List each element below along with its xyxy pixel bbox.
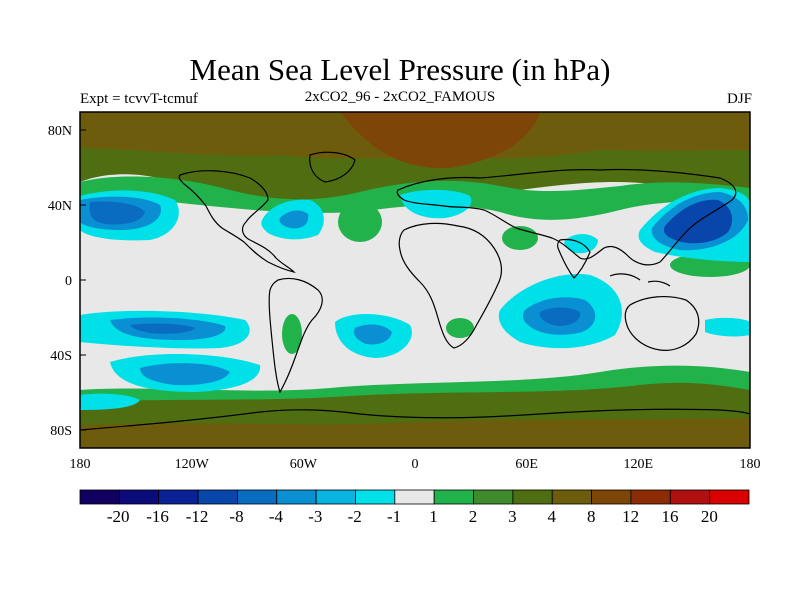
- colorbar-swatch: [512, 489, 553, 505]
- comparison-label: 2xCO2_96 - 2xCO2_FAMOUS: [304, 89, 496, 105]
- colorbar-labels: -20 -16 -12 -8 -4 -3 -2 -1 1 2 3 4 8 12 …: [107, 507, 718, 526]
- india-outline: [557, 238, 591, 279]
- colorbar-swatch: [669, 489, 711, 505]
- colorbar-swatch: [315, 489, 356, 505]
- south-america-outline: [268, 277, 323, 394]
- colorbar-swatch: [237, 489, 278, 505]
- lat-tick-label: 40N: [48, 199, 72, 214]
- antarctic-strong-positive: [80, 418, 750, 448]
- colorbar-label: -4: [269, 507, 284, 526]
- colorbar-label: -3: [308, 507, 322, 526]
- colorbar-swatch: [276, 489, 317, 505]
- colorbar-swatch: [394, 489, 435, 505]
- colorbar-swatch: [591, 489, 632, 505]
- spacific2-neg3: [140, 363, 230, 386]
- colorbar-swatch: [118, 489, 160, 505]
- colorbar-label: -8: [229, 507, 243, 526]
- colorbar-label: -16: [146, 507, 169, 526]
- colorbar-swatch: [79, 489, 120, 505]
- colorbar-swatch: [197, 489, 238, 505]
- colorbar-swatch: [433, 489, 474, 505]
- experiment-label: Expt = tcvvT-tcmuf: [80, 91, 198, 107]
- colorbar-label: 1: [429, 507, 438, 526]
- colorbar-swatch: [355, 489, 396, 505]
- lon-tick-label: 0: [412, 457, 419, 472]
- colorbar-label: 20: [701, 507, 718, 526]
- natlantic-neg3: [279, 210, 309, 229]
- colorbar-label: 8: [587, 507, 596, 526]
- lon-tick-label: 120E: [624, 457, 654, 472]
- antarctica-outline: [80, 408, 750, 431]
- lon-tick-label: 120W: [175, 457, 210, 472]
- longitude-axis: 180 120W 60W 0 60E 120E 180: [70, 457, 761, 472]
- lon-tick-label: 60W: [290, 457, 318, 472]
- lon-tick-label: 60E: [515, 457, 538, 472]
- africa-outline: [398, 222, 503, 349]
- lat-tick-label: 0: [65, 274, 72, 289]
- season-label: DJF: [726, 91, 752, 107]
- colorbar-swatch: [473, 489, 514, 505]
- lat-tick-label: 80S: [50, 424, 72, 439]
- colorbar-label: -12: [186, 507, 209, 526]
- greenland-outline: [309, 151, 356, 183]
- colorbar-swatch: [630, 489, 671, 505]
- lon-tick-label: 180: [740, 457, 761, 472]
- colorbar-label: 3: [508, 507, 517, 526]
- africa-green-patch: [446, 318, 474, 338]
- colorbar-swatch: [551, 489, 592, 505]
- npacific-west-neg4: [89, 201, 145, 225]
- colorbar-swatch: [709, 489, 750, 505]
- colorbar: [79, 489, 750, 505]
- arctic-max-positive: [340, 112, 540, 169]
- samerica-green-patch: [282, 314, 302, 354]
- europe-asia-outline: [396, 168, 737, 266]
- indian-east-neg1: [705, 317, 750, 337]
- atlantic-green-patch: [338, 202, 382, 242]
- north-america-outline: [178, 170, 296, 274]
- satlantic-neg3: [354, 324, 392, 345]
- colorbar-label: -1: [387, 507, 401, 526]
- latitude-axis: 80N 40N 0 40S 80S: [48, 124, 86, 439]
- map-field: [80, 112, 750, 448]
- colorbar-label: -20: [107, 507, 130, 526]
- colorbar-label: 12: [622, 507, 639, 526]
- lat-tick-label: 40S: [50, 349, 72, 364]
- colorbar-label: 2: [469, 507, 478, 526]
- mediterranean-neg1: [400, 189, 472, 219]
- samerica-neg1: [80, 393, 140, 410]
- plot-title: Mean Sea Level Pressure (in hPa): [189, 52, 611, 87]
- spacific-neg4: [130, 323, 195, 334]
- lat-tick-label: 80N: [48, 124, 72, 139]
- lon-tick-label: 180: [70, 457, 91, 472]
- sindian-neg4: [539, 307, 581, 326]
- indonesia-outline: [609, 273, 671, 287]
- australia-outline: [624, 295, 700, 351]
- colorbar-swatch: [158, 489, 199, 505]
- coastlines: [80, 151, 750, 431]
- colorbar-label: 4: [548, 507, 557, 526]
- colorbar-label: 16: [662, 507, 679, 526]
- colorbar-label: -2: [348, 507, 362, 526]
